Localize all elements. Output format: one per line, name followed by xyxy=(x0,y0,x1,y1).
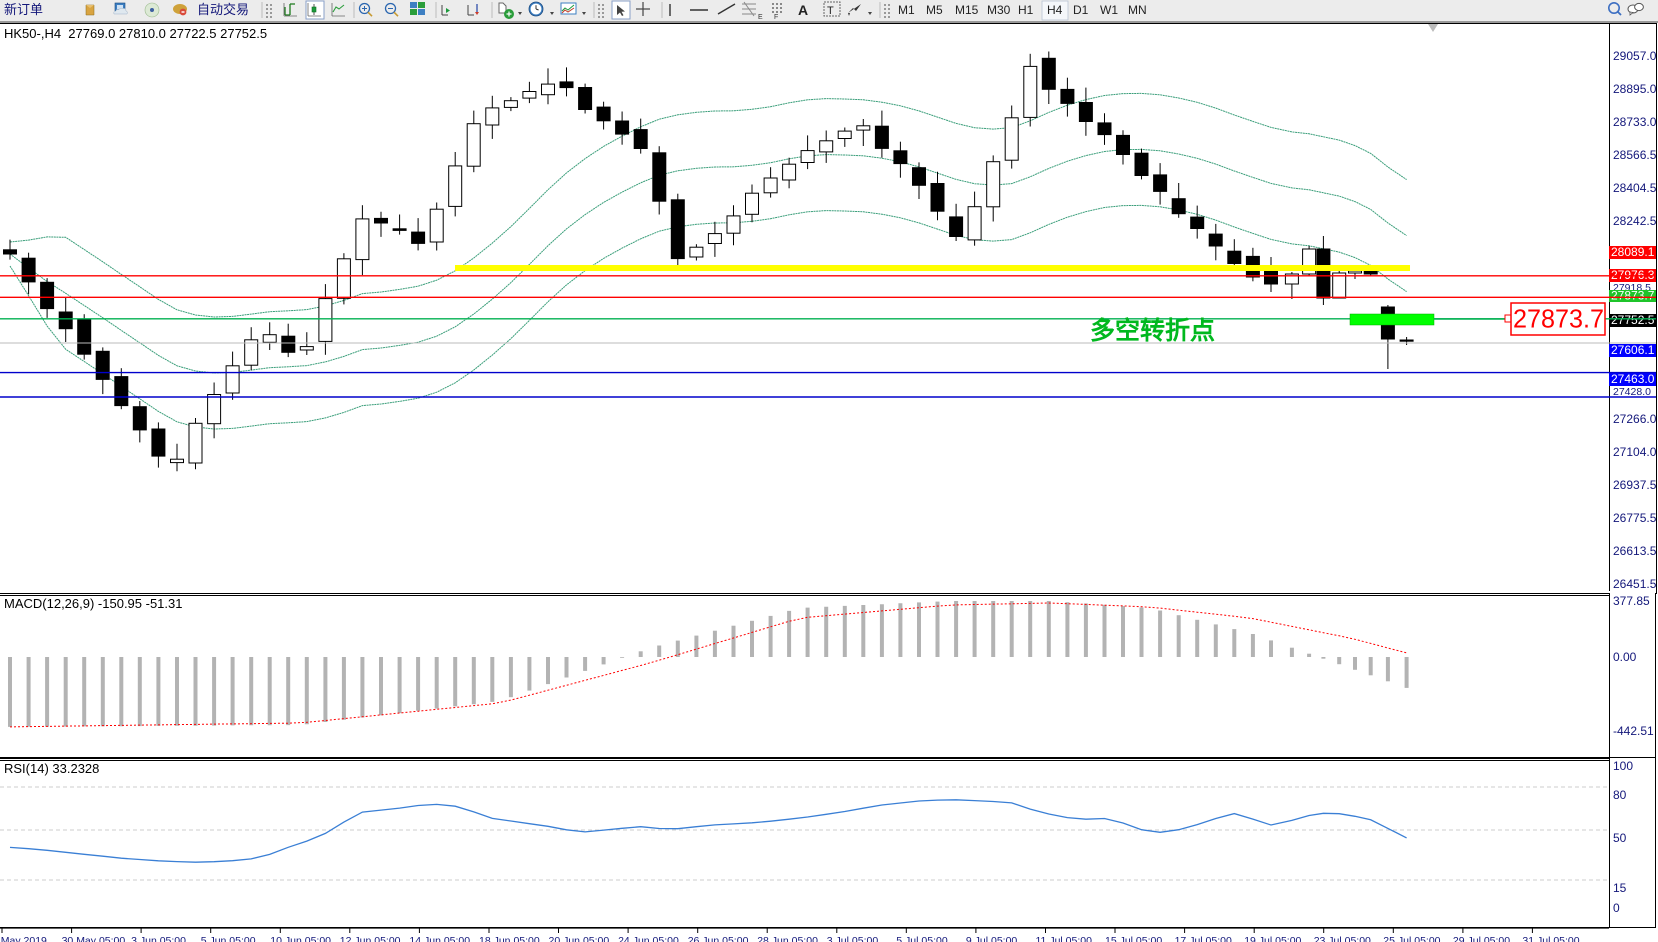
svg-text:25 Jul 05:00: 25 Jul 05:00 xyxy=(1383,935,1440,942)
svg-text:MN: MN xyxy=(1128,3,1147,17)
svg-text:50: 50 xyxy=(1613,831,1627,845)
svg-text:M5: M5 xyxy=(926,3,943,17)
svg-text:19 Jul 05:00: 19 Jul 05:00 xyxy=(1244,935,1301,942)
svg-text:M1: M1 xyxy=(898,3,915,17)
svg-text:100: 100 xyxy=(1613,759,1633,773)
svg-text:3 Jul 05:00: 3 Jul 05:00 xyxy=(827,935,879,942)
svg-text:D1: D1 xyxy=(1073,3,1089,17)
svg-text:20 Jun 05:00: 20 Jun 05:00 xyxy=(549,935,610,942)
svg-text:自动交易: 自动交易 xyxy=(197,2,249,17)
svg-text:F: F xyxy=(774,14,778,21)
svg-text:M30: M30 xyxy=(987,3,1011,17)
svg-text:377.85: 377.85 xyxy=(1613,594,1650,608)
svg-text:0.00: 0.00 xyxy=(1613,650,1637,664)
svg-text:-442.51: -442.51 xyxy=(1613,724,1654,738)
svg-text:多空转折点: 多空转折点 xyxy=(1090,316,1215,345)
svg-text:12 Jun 05:00: 12 Jun 05:00 xyxy=(340,935,401,942)
svg-text:15: 15 xyxy=(1613,881,1627,895)
svg-text:15 Jul 05:00: 15 Jul 05:00 xyxy=(1105,935,1162,942)
svg-text:24 Jun 05:00: 24 Jun 05:00 xyxy=(618,935,679,942)
svg-text:10 Jun 05:00: 10 Jun 05:00 xyxy=(270,935,331,942)
svg-text:0: 0 xyxy=(1613,901,1620,915)
svg-text:5 Jun 05:00: 5 Jun 05:00 xyxy=(201,935,256,942)
svg-text:9 Jul 05:00: 9 Jul 05:00 xyxy=(966,935,1018,942)
svg-text:18 Jun 05:00: 18 Jun 05:00 xyxy=(479,935,540,942)
svg-text:A: A xyxy=(798,2,808,18)
svg-text:29 Jul 05:00: 29 Jul 05:00 xyxy=(1453,935,1510,942)
svg-text:W1: W1 xyxy=(1100,3,1118,17)
svg-text:26 Jun 05:00: 26 Jun 05:00 xyxy=(688,935,749,942)
svg-text:80: 80 xyxy=(1613,788,1627,802)
svg-text:H4: H4 xyxy=(1047,3,1063,17)
svg-text:31 Jul 05:00: 31 Jul 05:00 xyxy=(1522,935,1579,942)
svg-text:3 Jun 05:00: 3 Jun 05:00 xyxy=(131,935,186,942)
svg-text:5 Jul 05:00: 5 Jul 05:00 xyxy=(896,935,948,942)
svg-text:新订单: 新订单 xyxy=(4,2,43,17)
svg-text:11 Jul 05:00: 11 Jul 05:00 xyxy=(1036,935,1093,942)
svg-text:17 Jul 05:00: 17 Jul 05:00 xyxy=(1175,935,1232,942)
svg-text:30 May 05:00: 30 May 05:00 xyxy=(62,935,126,942)
svg-text:E: E xyxy=(758,14,763,21)
svg-text:14 Jun 05:00: 14 Jun 05:00 xyxy=(409,935,470,942)
svg-text:M15: M15 xyxy=(955,3,979,17)
svg-text:27873.7: 27873.7 xyxy=(1513,304,1604,334)
svg-text:23 Jul 05:00: 23 Jul 05:00 xyxy=(1314,935,1371,942)
svg-text:H1: H1 xyxy=(1018,3,1034,17)
svg-text:T: T xyxy=(827,5,834,17)
svg-text:28 Jun 05:00: 28 Jun 05:00 xyxy=(757,935,818,942)
svg-text:8 May 2019: 8 May 2019 xyxy=(0,935,47,942)
